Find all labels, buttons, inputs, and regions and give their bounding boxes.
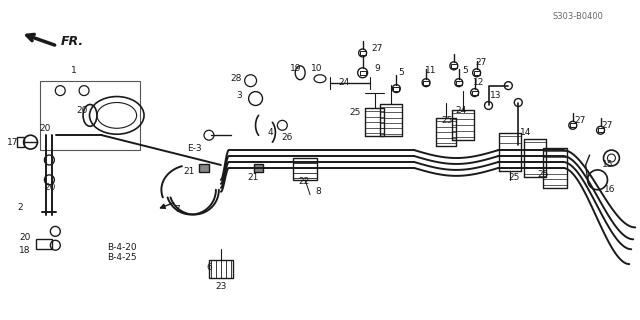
Bar — [293, 158, 317, 180]
Text: 3: 3 — [236, 91, 241, 100]
Bar — [423, 81, 429, 85]
Bar — [394, 87, 399, 91]
Bar — [199, 164, 209, 172]
Text: FR.: FR. — [61, 35, 84, 48]
Bar — [570, 123, 576, 127]
Text: 4: 4 — [268, 128, 273, 137]
Text: 25: 25 — [441, 116, 452, 125]
Bar — [598, 128, 604, 132]
Bar — [474, 71, 479, 75]
Text: 20: 20 — [40, 124, 51, 133]
Bar — [456, 81, 461, 85]
Text: 5: 5 — [462, 66, 468, 75]
Text: 2: 2 — [18, 203, 24, 212]
Text: 21: 21 — [247, 173, 259, 182]
Text: 27: 27 — [475, 58, 486, 67]
Text: B-4-20: B-4-20 — [107, 243, 136, 252]
Bar — [472, 91, 477, 95]
Text: 8: 8 — [315, 187, 321, 196]
Bar — [253, 164, 264, 172]
Text: 27: 27 — [372, 44, 383, 53]
Text: 13: 13 — [490, 91, 501, 100]
Text: 11: 11 — [425, 66, 436, 75]
Text: 1: 1 — [71, 66, 77, 75]
Text: 22: 22 — [298, 177, 310, 186]
Text: 9: 9 — [374, 64, 380, 73]
Text: 23: 23 — [215, 282, 227, 292]
Text: 20: 20 — [19, 233, 30, 242]
Text: 20: 20 — [45, 183, 56, 192]
Text: 5: 5 — [399, 68, 404, 77]
Text: 25: 25 — [538, 170, 548, 180]
Text: S303-B0400: S303-B0400 — [552, 12, 603, 21]
Text: 12: 12 — [473, 78, 484, 87]
Bar — [36, 239, 52, 249]
Text: 7: 7 — [174, 205, 180, 214]
Text: 24: 24 — [455, 106, 467, 115]
Text: E-3: E-3 — [187, 144, 202, 153]
Text: 25: 25 — [509, 173, 520, 182]
Text: 15: 15 — [602, 160, 613, 170]
Text: B-4-25: B-4-25 — [107, 253, 136, 262]
Text: 21: 21 — [184, 167, 195, 176]
Text: 24: 24 — [338, 78, 349, 87]
Text: 14: 14 — [520, 128, 531, 137]
Text: 25: 25 — [349, 108, 360, 117]
Bar — [40, 81, 140, 150]
Text: 10: 10 — [311, 64, 323, 73]
Text: 28: 28 — [230, 74, 241, 83]
Bar — [360, 71, 365, 75]
Bar — [209, 260, 233, 278]
Text: 17: 17 — [7, 138, 19, 147]
Text: 6: 6 — [206, 263, 212, 272]
Text: 27: 27 — [574, 116, 586, 125]
Text: 16: 16 — [604, 185, 615, 194]
Bar — [451, 64, 457, 68]
Bar — [360, 51, 365, 55]
Text: 26: 26 — [282, 133, 293, 142]
Text: 20: 20 — [76, 106, 88, 115]
Text: 19: 19 — [289, 64, 301, 73]
Text: 27: 27 — [602, 121, 613, 130]
Bar — [17, 137, 24, 147]
Text: 18: 18 — [19, 246, 30, 255]
